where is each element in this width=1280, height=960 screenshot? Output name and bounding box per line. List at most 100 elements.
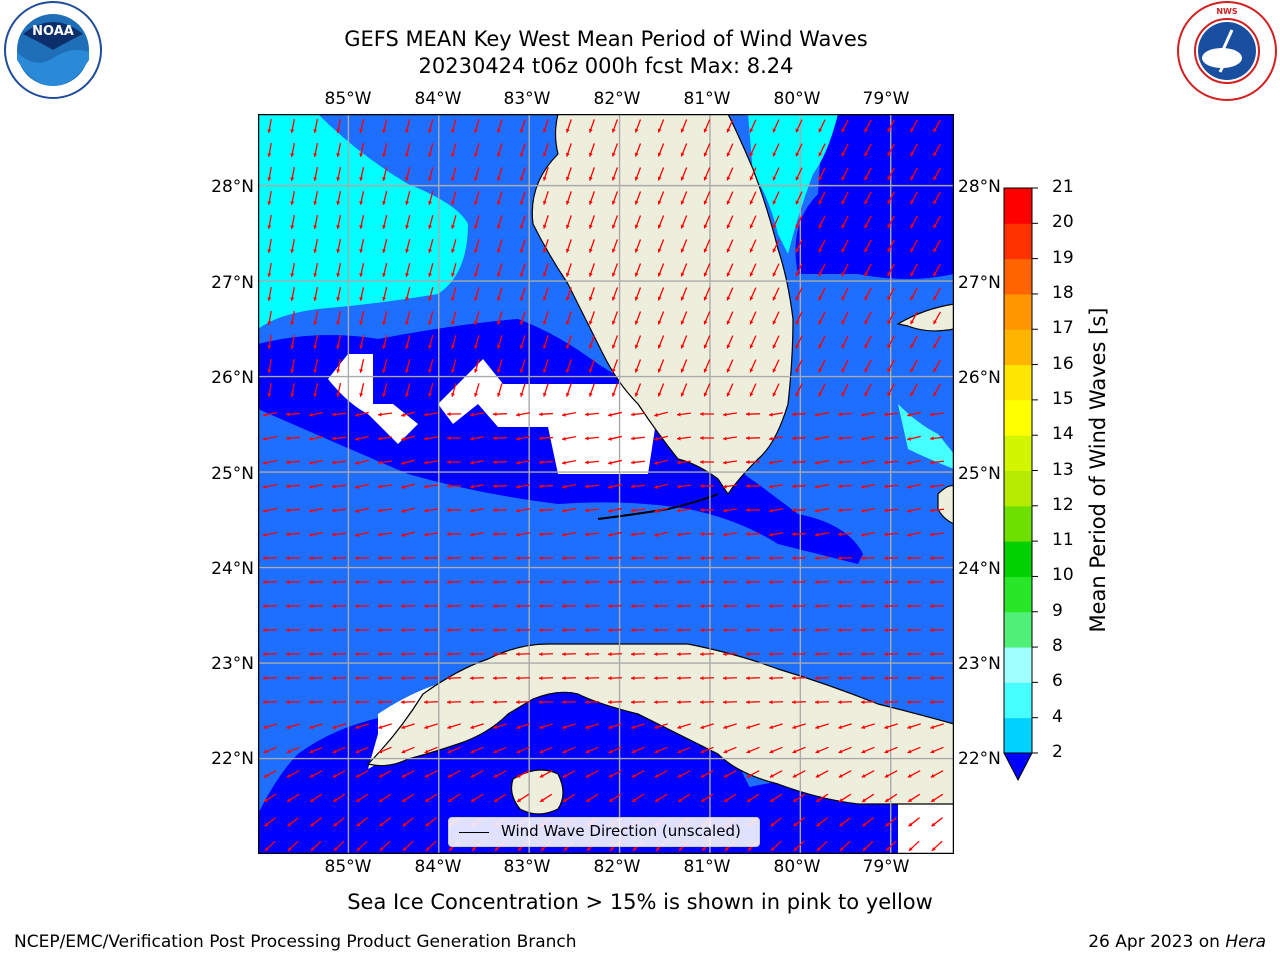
wave-direction-arrowhead	[451, 224, 456, 229]
wave-direction-arrowhead	[907, 604, 911, 609]
wave-direction-arrowhead	[309, 604, 313, 609]
colorbar-block	[1004, 364, 1032, 401]
wave-direction-arrowhead	[792, 580, 796, 585]
wave-direction-arrowhead	[424, 676, 428, 681]
wave-direction-arrowhead	[313, 201, 318, 205]
wave-direction-arrowhead	[680, 224, 685, 229]
wave-direction-arrowhead	[864, 200, 869, 205]
wave-direction-arrowhead	[634, 368, 639, 373]
wave-direction-arrowhead	[470, 628, 474, 633]
wave-direction-arrowhead	[424, 773, 429, 778]
colorbar-label: Mean Period of Wind Waves [s]	[1086, 307, 1110, 633]
wave-direction-arrowhead	[726, 344, 731, 349]
wave-direction-arrowhead	[517, 798, 522, 802]
wave-direction-arrowhead	[428, 320, 433, 325]
wave-direction-arrowhead	[290, 177, 295, 181]
wave-direction-arrowhead	[425, 822, 430, 827]
wave-direction-arrowhead	[611, 200, 616, 205]
wave-direction-arrowhead	[447, 460, 451, 465]
wave-direction-arrowhead	[424, 725, 429, 730]
wave-direction-arrowhead	[746, 725, 751, 730]
wave-direction-arrowhead	[677, 460, 681, 465]
wave-direction-arrowhead	[818, 296, 823, 301]
wave-direction-arrowhead	[841, 128, 846, 133]
wave-direction-arrowhead	[700, 700, 704, 705]
wave-direction-arrowhead	[930, 556, 934, 561]
wave-direction-arrowhead	[263, 532, 267, 537]
wave-direction-arrowhead	[677, 484, 681, 489]
colorbar-block	[1004, 258, 1032, 295]
wave-direction-arrowhead	[424, 652, 428, 657]
wave-direction-arrowhead	[516, 532, 520, 537]
wave-direction-arrowhead	[562, 412, 566, 417]
wave-direction-arrowhead	[611, 392, 616, 397]
wave-direction-arrowhead	[841, 248, 846, 253]
wave-direction-arrowhead	[657, 128, 662, 133]
wave-direction-arrowhead	[657, 176, 662, 181]
wave-direction-arrowhead	[864, 176, 869, 181]
wave-direction-arrowhead	[332, 412, 336, 417]
wave-direction-arrowhead	[746, 773, 751, 778]
wave-direction-arrowhead	[263, 508, 267, 513]
wave-direction-arrowhead	[565, 272, 570, 277]
wave-direction-arrowhead	[451, 248, 456, 253]
wave-direction-arrowhead	[678, 798, 683, 802]
wave-direction-arrowhead	[565, 320, 570, 325]
wave-direction-arrowhead	[470, 508, 474, 513]
wave-direction-arrowhead	[769, 412, 773, 417]
wave-direction-arrowhead	[634, 296, 639, 301]
wave-direction-arrowhead	[723, 773, 728, 778]
wave-direction-arrowhead	[907, 700, 911, 705]
wave-direction-arrowhead	[631, 460, 635, 465]
lon-tick-top: 84°W	[414, 89, 462, 109]
wave-direction-arrowhead	[746, 556, 750, 561]
wave-direction-arrowhead	[402, 822, 407, 827]
wave-direction-arrowhead	[267, 345, 272, 349]
wave-direction-arrowhead	[910, 128, 915, 133]
wave-direction-arrowhead	[841, 176, 846, 181]
wave-direction-arrowhead	[286, 749, 291, 754]
wave-period-map	[258, 114, 954, 854]
wave-direction-arrowhead	[378, 700, 382, 705]
wave-direction-arrowhead	[382, 152, 387, 157]
wave-direction-arrowhead	[746, 700, 750, 705]
wave-direction-arrowhead	[585, 508, 589, 513]
wave-direction-arrowhead	[907, 773, 912, 778]
wave-direction-arrowhead	[263, 460, 267, 465]
wave-direction-arrowhead	[700, 676, 704, 681]
lon-tick-bottom: 82°W	[593, 857, 641, 877]
wave-direction-arrowhead	[359, 273, 364, 277]
wave-direction-arrowhead	[657, 296, 662, 301]
wave-direction-arrowhead	[677, 652, 681, 657]
wave-direction-arrowhead	[588, 200, 593, 205]
wave-direction-arrowhead	[379, 846, 384, 851]
wave-direction-arrowhead	[290, 297, 295, 301]
wave-direction-arrowhead	[749, 296, 754, 301]
wave-direction-arrowhead	[726, 320, 731, 325]
colorbar-block	[1004, 223, 1032, 260]
wave-direction-arrowhead	[703, 152, 708, 157]
wave-direction-arrowhead	[401, 773, 406, 778]
wave-direction-arrowhead	[379, 822, 384, 827]
wave-direction-arrowhead	[336, 321, 341, 325]
wave-direction-arrowhead	[497, 392, 501, 397]
wave-direction-arrowhead	[378, 484, 382, 489]
wave-direction-arrowhead	[519, 128, 524, 133]
wave-direction-arrowhead	[424, 628, 428, 633]
wave-direction-arrowhead	[355, 412, 360, 417]
wave-direction-arrowhead	[332, 604, 336, 609]
wave-direction-arrowhead	[632, 798, 637, 802]
wave-direction-arrowhead	[792, 532, 796, 537]
wave-direction-arrowhead	[586, 798, 591, 802]
wave-direction-arrowhead	[818, 320, 823, 325]
wave-direction-arrowhead	[424, 508, 428, 513]
wave-direction-arrowhead	[749, 128, 754, 133]
wave-direction-arrowhead	[634, 272, 639, 277]
wave-direction-arrowhead	[428, 224, 433, 229]
wave-direction-arrowhead	[471, 798, 476, 802]
wave-direction-arrowhead	[703, 128, 708, 133]
wave-direction-arrowhead	[382, 200, 387, 205]
ocean-below-2s-region	[795, 114, 954, 279]
wave-direction-arrowhead	[772, 320, 777, 325]
wave-direction-arrowhead	[382, 296, 387, 301]
